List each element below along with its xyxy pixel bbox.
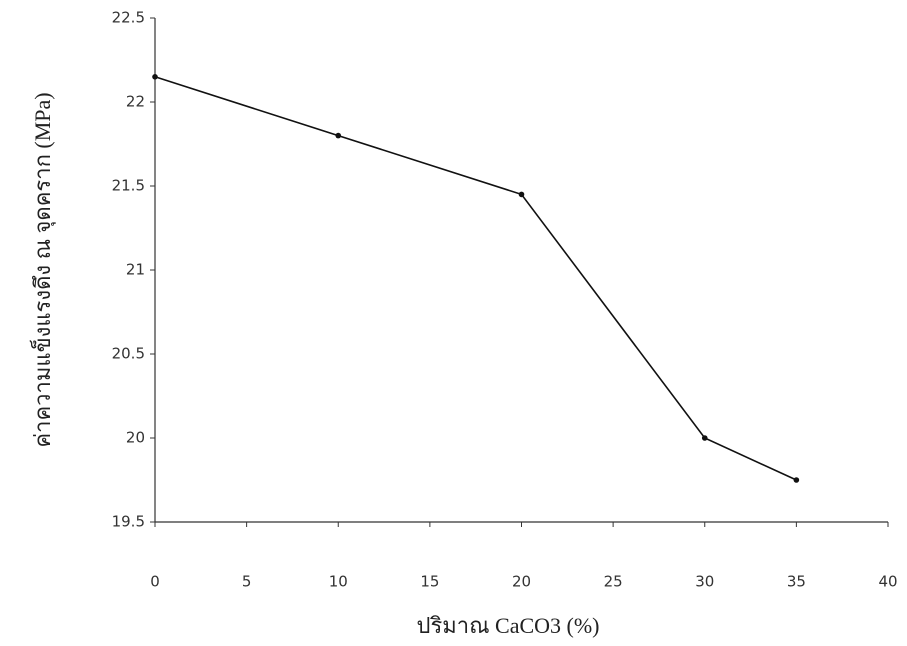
x-tick-label: 15 (420, 573, 439, 591)
point (152, 74, 158, 80)
x-tick-label: 0 (150, 573, 160, 591)
y-tick-label: 19.5 (112, 513, 145, 531)
y-tick-label: 21.5 (112, 177, 145, 195)
x-tick-label: 5 (242, 573, 252, 591)
point (518, 191, 525, 198)
y-tick-label: 20 (126, 429, 145, 447)
y-tick-label: 22 (126, 93, 145, 111)
x-tick-label: 10 (329, 573, 348, 591)
x-axis-title: ปริมาณ CaCO3 (%) (416, 613, 599, 638)
x-tick-label: 25 (604, 573, 623, 591)
y-tick-label: 20.5 (112, 345, 145, 363)
point (335, 132, 342, 139)
y-tick-label: 22.5 (112, 9, 145, 27)
y-tick-label: 21 (126, 261, 145, 279)
x-tick-label: 30 (695, 573, 714, 591)
x-tick-label: 20 (512, 573, 531, 591)
x-tick-label: 40 (878, 573, 897, 591)
line (154, 76, 797, 481)
point (701, 435, 708, 441)
point (793, 477, 800, 483)
y-axis-title: ค่าความแข็งแรงดึง ณ จุดคราก (MPa) (28, 92, 56, 447)
x-tick-label: 35 (787, 573, 806, 591)
